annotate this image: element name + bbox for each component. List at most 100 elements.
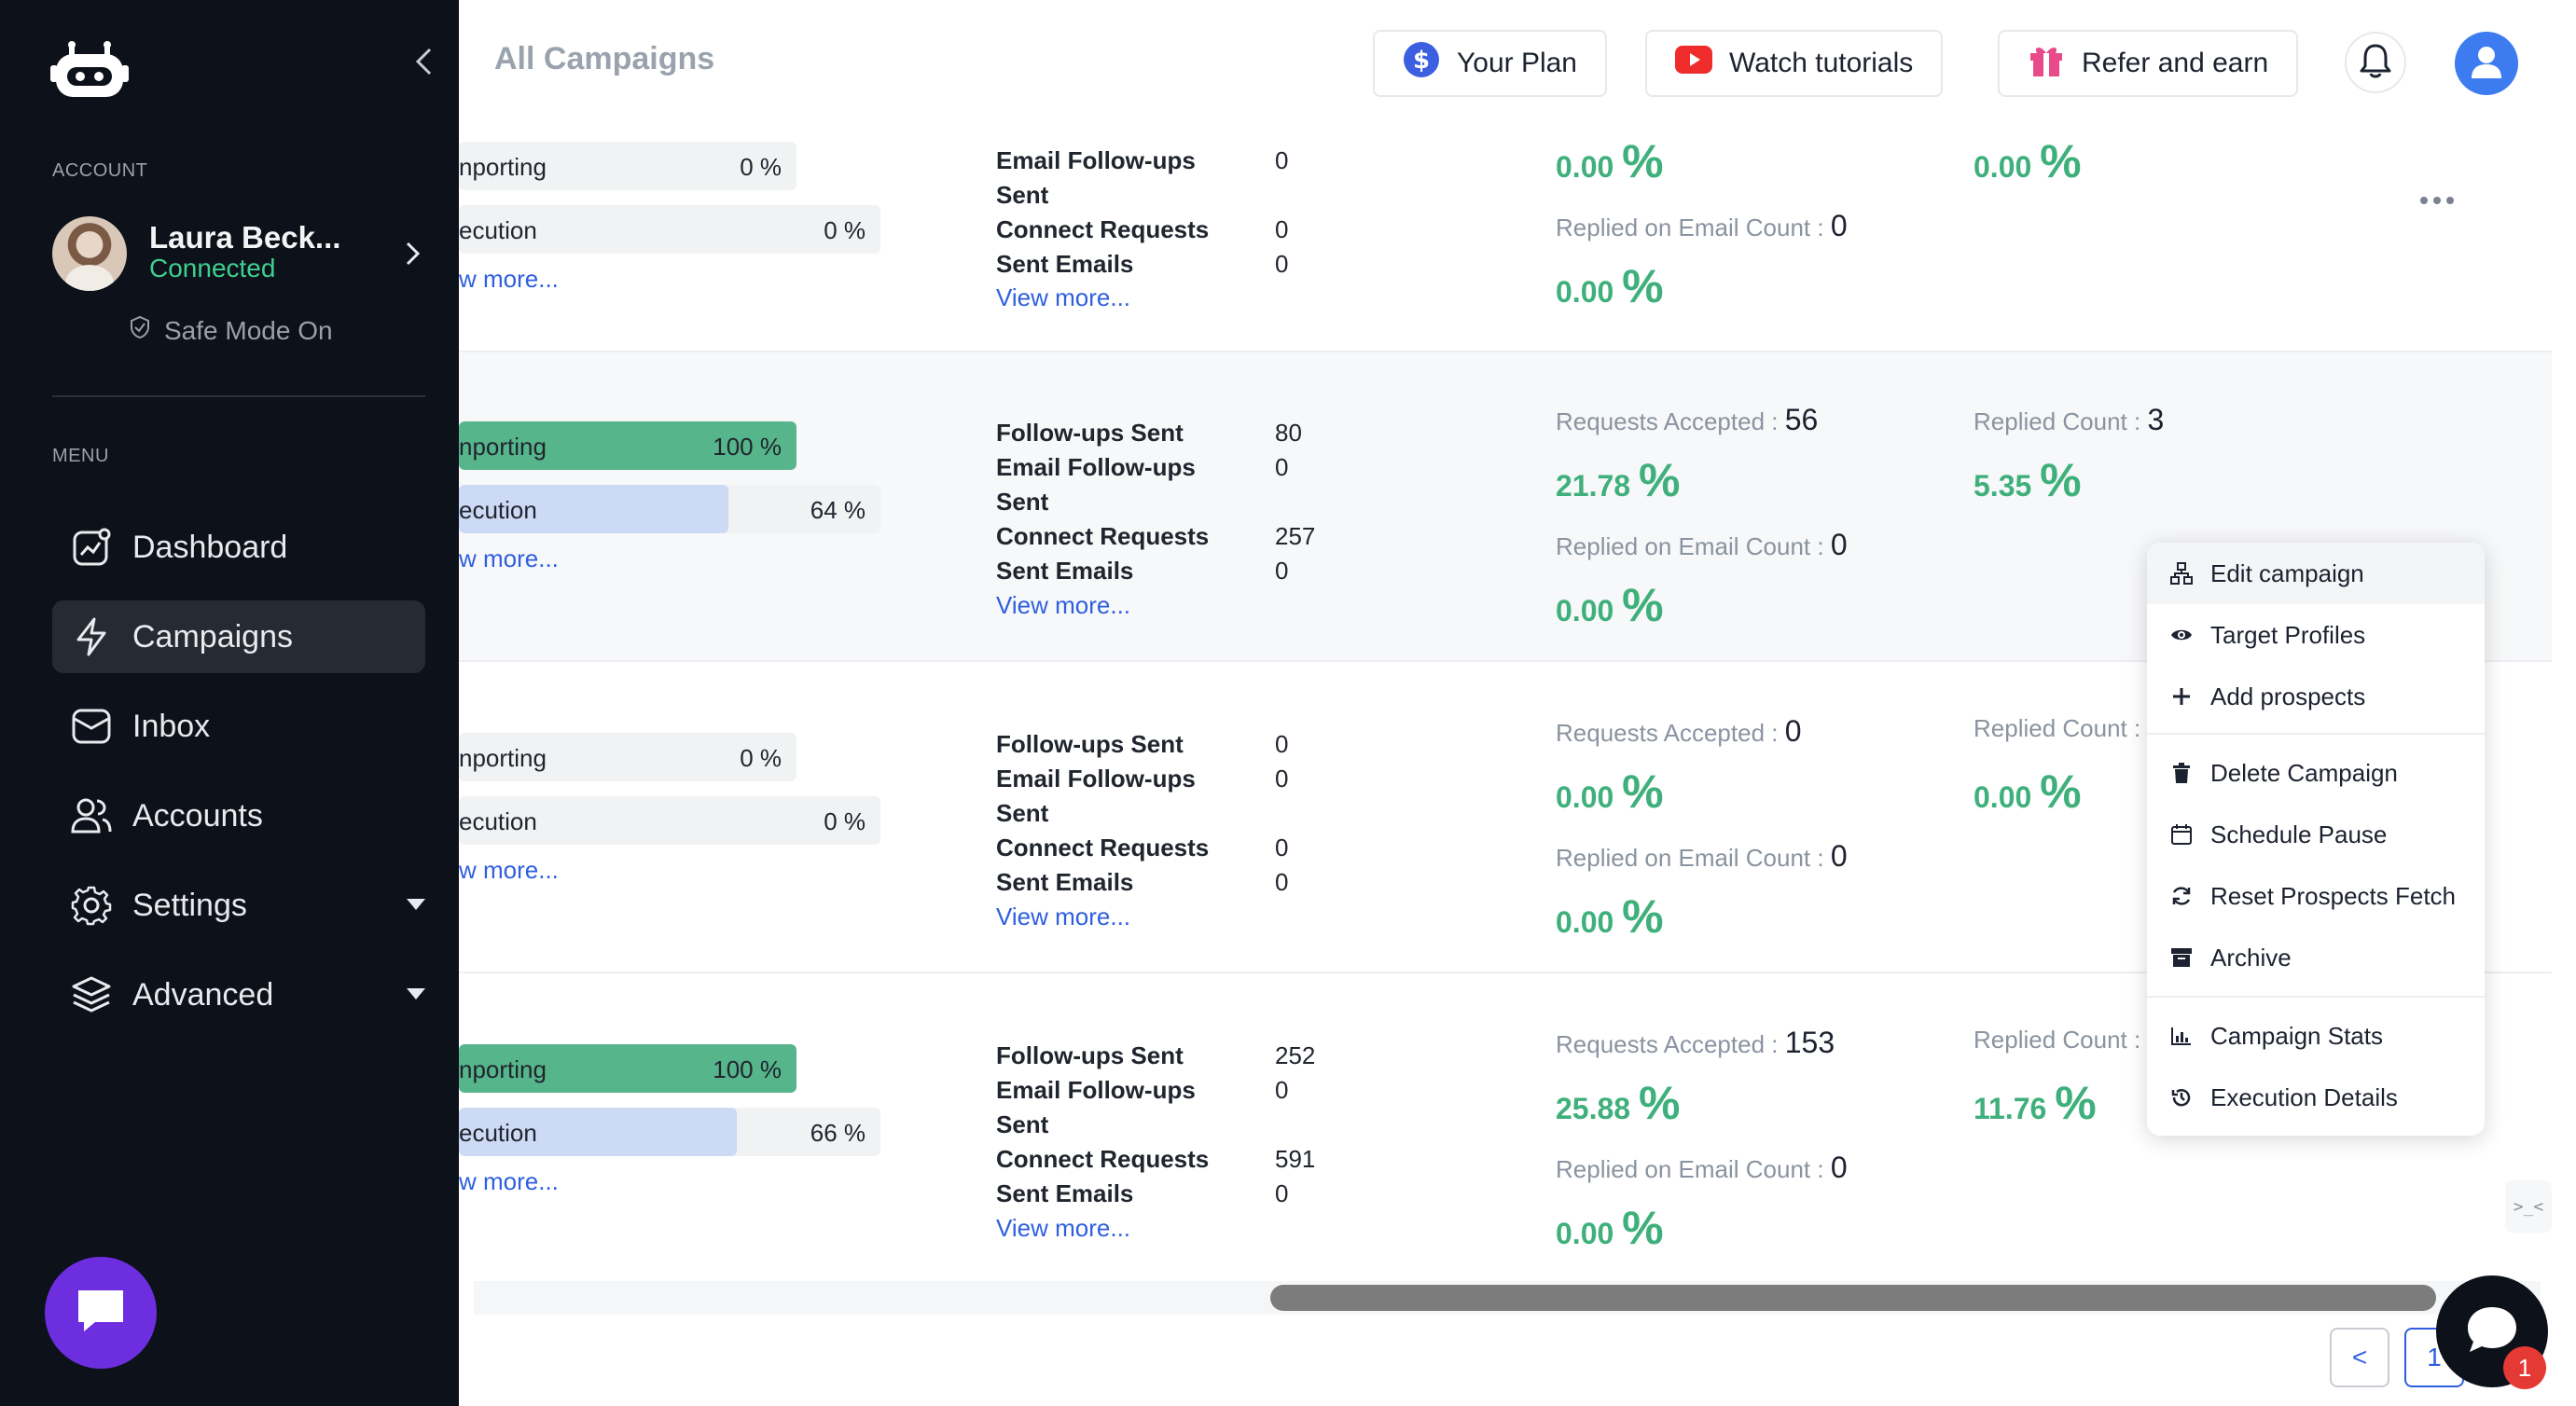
menu-item-campaign-stats[interactable]: Campaign Stats bbox=[2147, 1005, 2485, 1067]
menu-item-schedule-pause[interactable]: Schedule Pause bbox=[2147, 804, 2485, 865]
menu-item-label: Edit campaign bbox=[2210, 558, 2364, 587]
sidebar-divider bbox=[52, 395, 425, 397]
stat-label: Email Follow-ups bbox=[996, 453, 1196, 481]
users-icon bbox=[69, 793, 114, 838]
view-more-link[interactable]: w more... bbox=[459, 1167, 559, 1195]
view-more-link[interactable]: View more... bbox=[996, 903, 1131, 930]
watch-tutorials-button[interactable]: Watch tutorials bbox=[1645, 30, 1944, 97]
horizontal-scrollbar-thumb[interactable] bbox=[1270, 1285, 2436, 1311]
replied-email-percent: 0.00 % bbox=[1556, 579, 1664, 631]
menu-item-delete-campaign[interactable]: Delete Campaign bbox=[2147, 742, 2485, 804]
sidebar-item-label: Settings bbox=[132, 887, 247, 923]
replied-email-percent: 0.00 % bbox=[1556, 260, 1664, 312]
menu-divider bbox=[2147, 996, 2485, 998]
menu-item-target-profiles[interactable]: Target Profiles bbox=[2147, 604, 2485, 666]
replied-count-label: Replied Count : bbox=[1974, 1026, 2141, 1054]
dev-tools-toggle[interactable]: >_< bbox=[2505, 1180, 2552, 1233]
menu-item-label: Reset Prospects Fetch bbox=[2210, 881, 2456, 910]
menu-item-label: Execution Details bbox=[2210, 1082, 2398, 1111]
menu-item-execution-details[interactable]: Execution Details bbox=[2147, 1067, 2485, 1128]
stat-label: Follow-ups Sent bbox=[996, 419, 1184, 447]
user-menu-avatar[interactable] bbox=[2455, 32, 2518, 95]
ellipsis-icon bbox=[2420, 197, 2454, 204]
execution-label: ecution bbox=[459, 216, 537, 244]
sidebar-item-dashboard[interactable]: Dashboard bbox=[52, 511, 425, 584]
chat-widget-button[interactable] bbox=[45, 1257, 157, 1369]
view-more-link[interactable]: View more... bbox=[996, 283, 1131, 311]
robot-logo-icon[interactable] bbox=[50, 41, 129, 103]
table-row: nporting 0 % ecution 0 % w more... Email… bbox=[459, 127, 2552, 352]
stat-label: Connect Requests bbox=[996, 522, 1210, 550]
sidebar-item-accounts[interactable]: Accounts bbox=[52, 779, 425, 852]
plus-icon bbox=[2169, 684, 2194, 709]
view-more-link[interactable]: View more... bbox=[996, 591, 1131, 619]
stat-value: 252 bbox=[1275, 1041, 1316, 1069]
eye-icon bbox=[2169, 623, 2194, 647]
refresh-icon bbox=[2169, 884, 2194, 908]
collapse-sidebar-button[interactable] bbox=[405, 43, 442, 80]
importing-progress-bar: nporting 100 % bbox=[459, 1044, 796, 1093]
stat-label: Sent Emails bbox=[996, 1179, 1134, 1207]
menu-item-label: Archive bbox=[2210, 943, 2292, 972]
stat-label: Sent Emails bbox=[996, 250, 1134, 278]
sidebar-item-settings[interactable]: Settings bbox=[52, 869, 425, 942]
view-more-link[interactable]: w more... bbox=[459, 544, 559, 572]
importing-progress-bar: nporting 100 % bbox=[459, 421, 796, 470]
menu-item-edit-campaign[interactable]: Edit campaign bbox=[2147, 543, 2485, 604]
your-plan-button[interactable]: $ Your Plan bbox=[1373, 30, 1607, 97]
stat-value: 0 bbox=[1275, 215, 1289, 243]
row-actions-dropdown: Edit campaign Target Profiles Add prospe… bbox=[2147, 543, 2485, 1136]
importing-progress-fill bbox=[459, 1044, 796, 1093]
replied-email-label: Replied on Email Count : 0 bbox=[1556, 839, 1848, 873]
menu-item-label: Delete Campaign bbox=[2210, 758, 2398, 787]
sidebar-item-inbox[interactable]: Inbox bbox=[52, 690, 425, 763]
stat-value: 0 bbox=[1275, 146, 1289, 174]
importing-percent: 0 % bbox=[740, 153, 782, 181]
view-more-link[interactable]: View more... bbox=[996, 1214, 1131, 1242]
stat-value: 0 bbox=[1275, 730, 1289, 758]
refer-and-earn-button[interactable]: Refer and earn bbox=[1998, 30, 2299, 97]
importing-progress-fill bbox=[459, 421, 796, 470]
menu-item-label: Add prospects bbox=[2210, 682, 2366, 710]
execution-label: ecution bbox=[459, 807, 537, 835]
your-plan-label: Your Plan bbox=[1457, 48, 1577, 78]
sidebar-item-advanced[interactable]: Advanced bbox=[52, 958, 425, 1031]
replied-percent: 5.35 % bbox=[1974, 454, 2082, 506]
stat-label: Follow-ups Sent bbox=[996, 1041, 1184, 1069]
menu-item-reset-prospects-fetch[interactable]: Reset Prospects Fetch bbox=[2147, 865, 2485, 927]
caret-down-icon bbox=[407, 899, 425, 910]
execution-percent: 66 % bbox=[810, 1119, 866, 1147]
watch-tutorials-label: Watch tutorials bbox=[1729, 48, 1914, 78]
replied-email-label: Replied on Email Count : 0 bbox=[1556, 209, 1848, 242]
sidebar: ACCOUNT Laura Beck... Connected Safe Mod… bbox=[0, 0, 459, 1406]
execution-percent: 0 % bbox=[824, 216, 866, 244]
importing-progress-bar: nporting 0 % bbox=[459, 142, 796, 190]
notifications-button[interactable] bbox=[2345, 32, 2406, 93]
trash-icon bbox=[2169, 761, 2194, 785]
replied-percent: 11.76 % bbox=[1974, 1077, 2097, 1129]
account-card[interactable]: Laura Beck... Connected bbox=[52, 214, 425, 293]
accepted-percent: 25.88 % bbox=[1556, 1077, 1681, 1129]
archive-icon bbox=[2169, 945, 2194, 970]
replied-email-label: Replied on Email Count : 0 bbox=[1556, 528, 1848, 561]
execution-percent: 64 % bbox=[810, 496, 866, 524]
menu-item-add-prospects[interactable]: Add prospects bbox=[2147, 666, 2485, 727]
view-more-link[interactable]: w more... bbox=[459, 856, 559, 884]
bolt-icon bbox=[69, 614, 114, 659]
execution-percent: 0 % bbox=[824, 807, 866, 835]
menu-item-archive[interactable]: Archive bbox=[2147, 927, 2485, 988]
importing-label: nporting bbox=[459, 1055, 547, 1083]
stat-label: Sent bbox=[996, 799, 1049, 827]
execution-progress-bar: ecution 0 % bbox=[459, 205, 880, 254]
menu-item-label: Target Profiles bbox=[2210, 620, 2366, 649]
view-more-link[interactable]: w more... bbox=[459, 265, 559, 293]
safe-mode-label: Safe Mode On bbox=[164, 315, 333, 345]
sidebar-item-campaigns[interactable]: Campaigns bbox=[52, 600, 425, 673]
pagination-prev-button[interactable]: < bbox=[2330, 1328, 2389, 1387]
replied-email-percent: 0.00 % bbox=[1556, 1202, 1664, 1254]
stat-label: Sent Emails bbox=[996, 557, 1134, 585]
sidebar-item-label: Advanced bbox=[132, 976, 274, 1013]
top-header: All Campaigns $ Your Plan Watch tutorial… bbox=[459, 0, 2576, 127]
stat-value: 0 bbox=[1275, 765, 1289, 793]
row-actions-button[interactable] bbox=[2395, 173, 2479, 227]
